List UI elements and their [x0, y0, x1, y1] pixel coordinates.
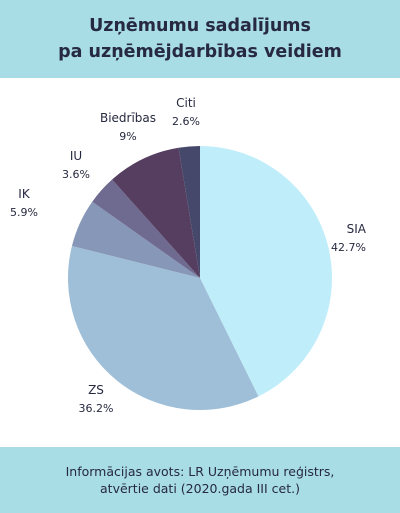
slice-label-2: IK — [18, 187, 31, 201]
pie-labels: SIA 42.7% ZS 36.2% IK 5.9% IU 3.6% Biedrības 9% Ci… — [10, 96, 367, 415]
pie-slice-4 — [112, 147, 200, 278]
slice-label-0: SIA — [347, 222, 367, 236]
source-note-line-1: Informācijas avots: LR Uzņēmumu reģistrs… — [65, 464, 335, 479]
header-banner: Uzņēmumu sadalījums pa uzņēmējdarbības v… — [0, 0, 400, 78]
slice-label-1: ZS — [88, 383, 104, 397]
pie-slice-5 — [178, 146, 200, 278]
slice-value-5: 2.6% — [172, 115, 200, 128]
slice-label-5: Citi — [176, 96, 196, 110]
pie-slice-2 — [71, 201, 200, 278]
pie-slice-0 — [200, 146, 333, 397]
slice-value-1: 36.2% — [79, 402, 114, 415]
slice-value-0: 42.7% — [331, 241, 366, 254]
slice-value-3: 3.6% — [62, 168, 90, 181]
pie-slices — [67, 146, 333, 411]
pie-chart: SIA 42.7% ZS 36.2% IK 5.9% IU 3.6% Biedrības 9% Ci… — [10, 96, 367, 415]
footer-banner: Informācijas avots: LR Uzņēmumu reģistrs… — [0, 447, 400, 513]
chart-title-line-1: Uzņēmumu sadalījums — [89, 16, 311, 36]
slice-label-3: IU — [70, 149, 82, 163]
chart-title-line-2: pa uzņēmējdarbības veidiem — [58, 42, 342, 62]
slice-value-2: 5.9% — [10, 206, 38, 219]
pie-slice-1 — [67, 245, 259, 411]
slice-label-4: Biedrības — [100, 111, 156, 125]
pie-slice-3 — [92, 179, 200, 278]
slice-value-4: 9% — [119, 130, 136, 143]
source-note-line-2: atvērtie dati (2020.gada III cet.) — [100, 481, 300, 496]
